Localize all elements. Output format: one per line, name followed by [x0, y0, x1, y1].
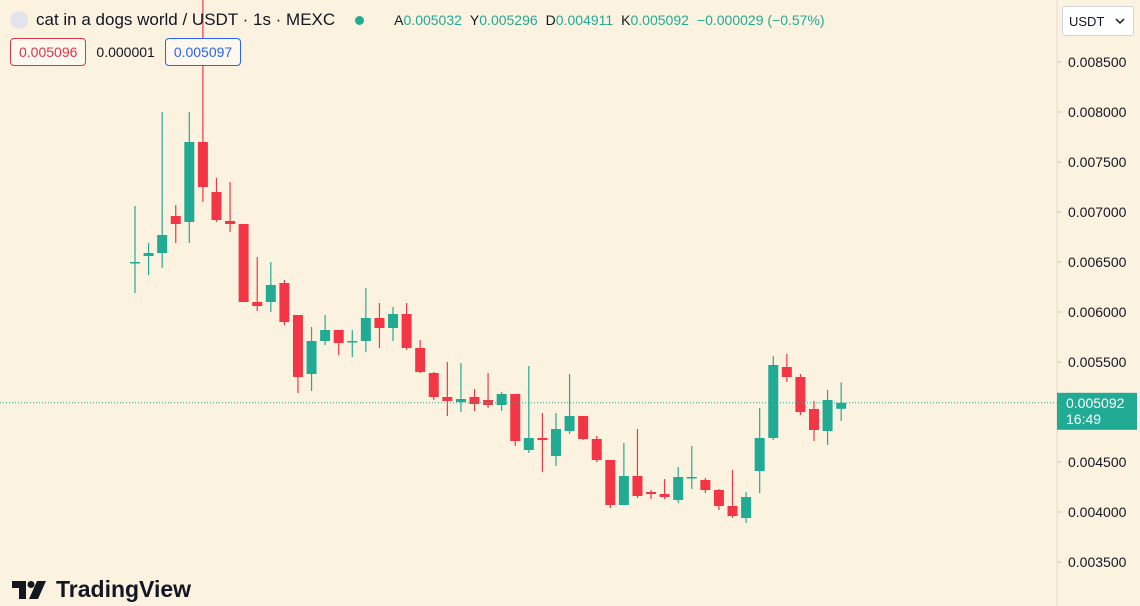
last-price-badge	[1057, 392, 1137, 430]
candle-body	[143, 253, 154, 256]
candle-body	[700, 480, 711, 490]
candle-body	[836, 402, 847, 409]
candle-body	[646, 492, 657, 494]
candle-body	[673, 477, 684, 500]
candle-body	[197, 142, 208, 187]
candle-body	[442, 397, 453, 401]
candle-body	[265, 285, 276, 302]
candle-body	[510, 394, 521, 441]
candle-body	[225, 221, 236, 224]
buy-price[interactable]: 0.005097	[164, 38, 242, 66]
candle-body	[292, 315, 303, 377]
candle-body	[279, 283, 290, 322]
candle-body	[550, 429, 561, 456]
candle-body	[523, 438, 534, 450]
price-axis: 0.0035000.0040000.0045000.0050000.005500…	[1056, 0, 1137, 606]
candle-body	[496, 394, 507, 405]
legend-key: K	[621, 12, 631, 28]
legend-key: D	[545, 12, 556, 28]
y-tick-label: 0.007000	[1068, 204, 1127, 220]
candle-body	[401, 314, 412, 348]
candle-body	[320, 330, 331, 341]
plot-area	[0, 0, 1057, 523]
candle-body	[781, 367, 792, 377]
y-tick-label: 0.007500	[1068, 154, 1127, 170]
candle-body	[768, 365, 779, 438]
candle-body	[238, 224, 249, 302]
legend-key: Y	[469, 12, 480, 28]
y-tick-label: 0.003500	[1068, 554, 1127, 570]
candle-body	[483, 400, 494, 405]
candle-body	[618, 476, 629, 505]
legend-value: 0.004911	[555, 12, 614, 28]
chevron	[1115, 18, 1125, 25]
market-status	[355, 15, 365, 25]
change: −0.000029 (−0.57%)	[696, 12, 825, 28]
candle-body	[605, 460, 616, 505]
candle-body	[795, 377, 806, 412]
header: cat in a dogs world / USDT · 1s · MEXC A…	[10, 8, 825, 32]
candle-body	[578, 416, 589, 439]
y-tick-label: 0.006000	[1068, 304, 1127, 320]
legend-value: 0.005032	[403, 12, 462, 28]
legend-value: 0.005296	[479, 12, 538, 28]
currency-select[interactable]: USDT	[1062, 6, 1134, 36]
spread: 0.000001	[96, 44, 155, 60]
candle-body	[130, 262, 140, 264]
candle-body	[333, 330, 344, 343]
countdown: 16:49	[1066, 411, 1101, 427]
symbol-icon	[10, 11, 28, 29]
candle-body	[741, 497, 752, 518]
candle-body	[374, 318, 385, 328]
candle-body	[360, 318, 371, 341]
y-tick-label: 0.004500	[1068, 454, 1127, 470]
candle-body	[713, 490, 724, 506]
y-tick-label: 0.008000	[1068, 104, 1127, 120]
legend-value: 0.005092	[630, 12, 689, 28]
y-tick-label: 0.008500	[1068, 54, 1127, 70]
candle-body	[822, 400, 833, 431]
candle-body	[455, 399, 466, 402]
candle-body	[211, 192, 222, 220]
candle-body	[184, 142, 195, 222]
logo: TradingView	[12, 576, 191, 603]
legend-key: A	[394, 12, 404, 28]
candle-body	[727, 506, 738, 516]
watermark: TradingView	[56, 576, 192, 602]
candle-body	[347, 341, 358, 343]
candle-body	[170, 216, 181, 224]
y-tick-label: 0.006500	[1068, 254, 1127, 270]
candle-body	[632, 476, 643, 496]
ohlc-legend: A 0.005032 Y 0.005296 D 0.004911 K 0.005092 −0.0…	[386, 12, 824, 28]
candle-body	[659, 494, 670, 497]
candle-body	[388, 314, 399, 328]
candle-body	[809, 409, 819, 430]
candle-body	[415, 348, 426, 372]
sell-price[interactable]: 0.005096	[10, 38, 87, 66]
candle-body	[537, 438, 548, 440]
last-price-label: 0.005092	[1066, 395, 1125, 411]
candle-body	[252, 302, 263, 306]
currency-label: USDT	[1069, 13, 1105, 29]
candle-body	[754, 438, 765, 471]
candle-body	[686, 477, 697, 479]
candle-body	[564, 416, 575, 431]
chart-title[interactable]: cat in a dogs world / USDT · 1s · MEXC	[36, 10, 336, 29]
candle-body	[469, 397, 480, 404]
candle-body	[428, 373, 439, 397]
y-tick-label: 0.004000	[1068, 504, 1127, 520]
y-tick-label: 0.005500	[1068, 354, 1127, 370]
candle-body	[591, 439, 602, 460]
candle-body	[306, 341, 317, 374]
trade-row: 0.005096 0.000001 0.005097	[10, 38, 242, 66]
logo-mark	[12, 580, 46, 599]
candle-body	[157, 235, 168, 253]
